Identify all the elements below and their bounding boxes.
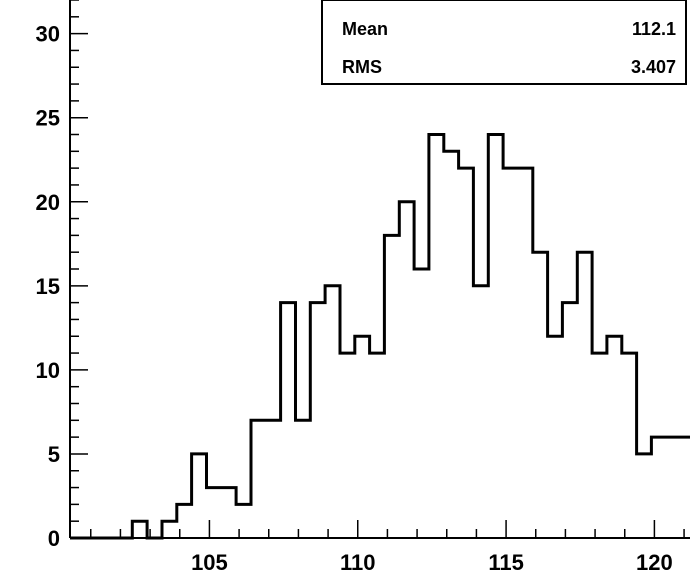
axis-tick-labels: 0 5 10 15 20 25 30 105 110 115 120	[36, 22, 673, 575]
stats-rms-label: RMS	[342, 57, 382, 77]
x-tick-label: 120	[636, 550, 673, 575]
y-tick-label: 0	[48, 526, 60, 551]
y-tick-label: 10	[36, 358, 60, 383]
stats-mean-value: 112.1	[632, 19, 676, 39]
x-tick-label: 105	[191, 550, 228, 575]
y-tick-label: 30	[36, 22, 60, 47]
axis-ticks	[70, 0, 685, 539]
x-tick-label: 110	[340, 550, 376, 575]
y-tick-label: 25	[36, 106, 60, 131]
stats-mean-label: Mean	[342, 19, 388, 39]
stats-rms-value: 3.407	[631, 57, 676, 77]
y-tick-label: 15	[36, 274, 60, 299]
stats-box: Mean 112.1 RMS 3.407	[321, 0, 687, 85]
histogram-series	[70, 133, 690, 540]
stats-box-border	[321, 0, 687, 85]
x-tick-label: 115	[488, 550, 524, 575]
y-tick-label: 20	[36, 190, 60, 215]
y-tick-label: 5	[48, 442, 60, 467]
